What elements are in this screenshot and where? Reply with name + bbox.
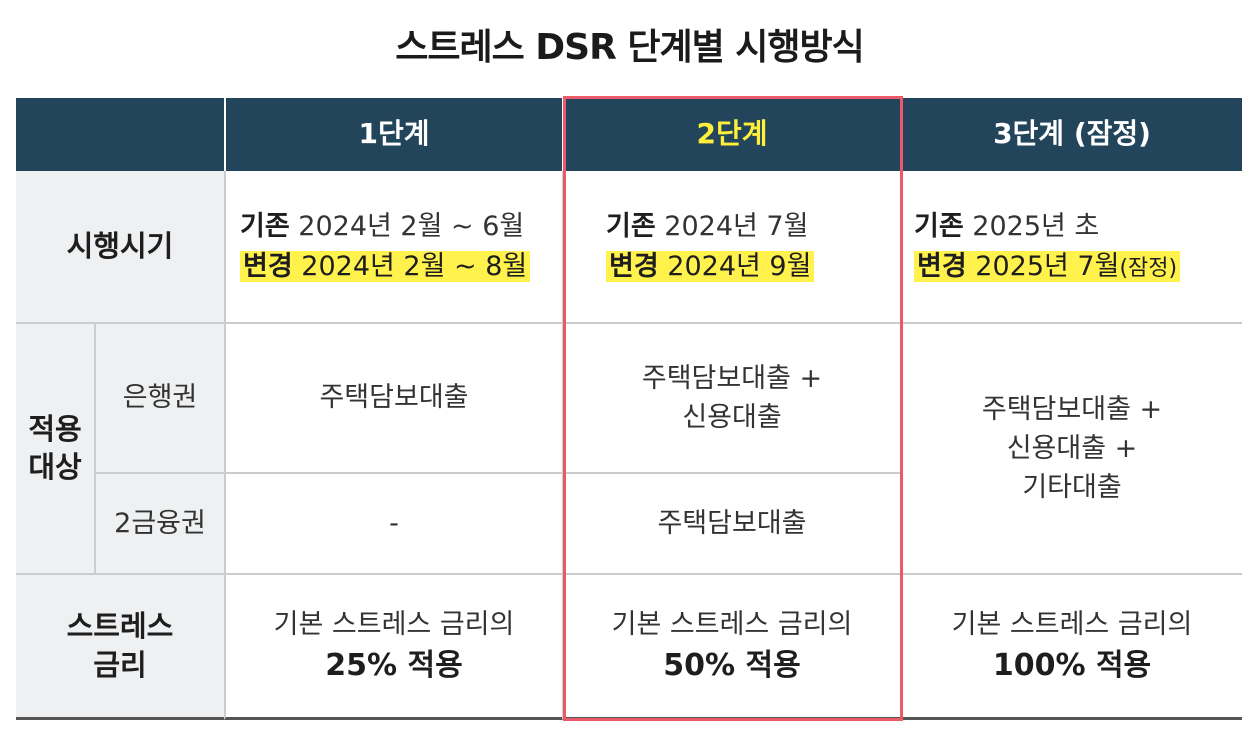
target-bank-stage-2: 주택담보대출 + 신용대출 (562, 322, 900, 472)
sub-label-second-tier: 2금융권 (96, 472, 224, 573)
sub-label-bank: 은행권 (96, 322, 224, 472)
rate-label-line-2: 금리 (93, 648, 147, 682)
rate-line-2: 25% 적용 (325, 647, 463, 683)
changed-tag: 변경 (917, 250, 967, 282)
period-stage-1: 기존 2024년 2월 ~ 6월 변경 2024년 2월 ~ 8월 (224, 171, 562, 322)
original-date: 2024년 2월 ~ 6월 (298, 211, 525, 243)
target-stage-3: 주택담보대출 + 신용대출 + 기타대출 (900, 322, 1242, 573)
changed-date: 2024년 2월 ~ 8월 (301, 250, 528, 282)
original-date: 2024년 7월 (664, 211, 809, 243)
row-label-period: 시행시기 (16, 171, 224, 322)
rate-line-1: 기본 스트레스 금리의 (611, 608, 853, 640)
original-tag: 기존 (240, 211, 290, 243)
rate-label-line-1: 스트레스 (66, 608, 174, 643)
target-label-line-1: 적용 (28, 411, 82, 446)
rate-stage-2: 기본 스트레스 금리의 50% 적용 (562, 573, 900, 720)
period-changed: 변경 2024년 2월 ~ 8월 (240, 247, 531, 286)
dsr-table: 1단계 2단계 3단계 (잠정) 시행시기 기존 2024년 2월 ~ 6월 변… (16, 98, 1242, 720)
target-label-line-2: 대상 (28, 449, 82, 484)
changed-tag: 변경 (609, 250, 659, 282)
row-label-rate: 스트레스 금리 (16, 573, 224, 720)
target-line-3: 기타대출 (1022, 472, 1122, 504)
changed-date: 2024년 9월 (667, 250, 812, 282)
target-line-1: 주택담보대출 + (981, 393, 1163, 425)
changed-tag: 변경 (243, 250, 293, 282)
target-bank-stage-1: 주택담보대출 (224, 322, 562, 472)
header-corner (16, 98, 224, 171)
target-second-stage-1: - (224, 472, 562, 573)
rate-stage-1: 기본 스트레스 금리의 25% 적용 (224, 573, 562, 720)
period-original: 기존 2024년 7월 (606, 207, 808, 246)
target-line-2: 신용대출 (682, 402, 782, 433)
target-second-stage-2: 주택담보대출 (562, 472, 900, 573)
header-stage-3: 3단계 (잠정) (900, 98, 1242, 171)
changed-date: 2025년 7월 (975, 250, 1120, 282)
target-line-1: 주택담보대출 + (641, 362, 823, 394)
rate-line-2: 100% 적용 (992, 647, 1152, 683)
changed-suffix: (잠정) (1119, 255, 1178, 281)
period-changed: 변경 2025년 7월(잠정) (914, 247, 1181, 286)
rate-line-1: 기본 스트레스 금리의 (951, 608, 1193, 640)
rate-stage-3: 기본 스트레스 금리의 100% 적용 (900, 573, 1242, 720)
period-original: 기존 2025년 초 (914, 207, 1099, 246)
period-stage-2: 기존 2024년 7월 변경 2024년 9월 (562, 171, 900, 322)
period-stage-3: 기존 2025년 초 변경 2025년 7월(잠정) (900, 171, 1242, 322)
rate-line-2: 50% 적용 (663, 647, 801, 683)
header-stage-2: 2단계 (562, 98, 900, 171)
target-line-2: 신용대출 + (1006, 432, 1138, 464)
header-stage-1: 1단계 (224, 98, 562, 171)
row-label-target: 적용 대상 (16, 322, 96, 573)
page-title: 스트레스 DSR 단계별 시행방식 (395, 27, 864, 68)
period-changed: 변경 2024년 9월 (606, 247, 815, 286)
rate-line-1: 기본 스트레스 금리의 (273, 608, 515, 640)
original-date: 2025년 초 (972, 211, 1100, 243)
period-original: 기존 2024년 2월 ~ 6월 (240, 207, 524, 246)
original-tag: 기존 (914, 211, 964, 243)
original-tag: 기존 (606, 211, 656, 243)
